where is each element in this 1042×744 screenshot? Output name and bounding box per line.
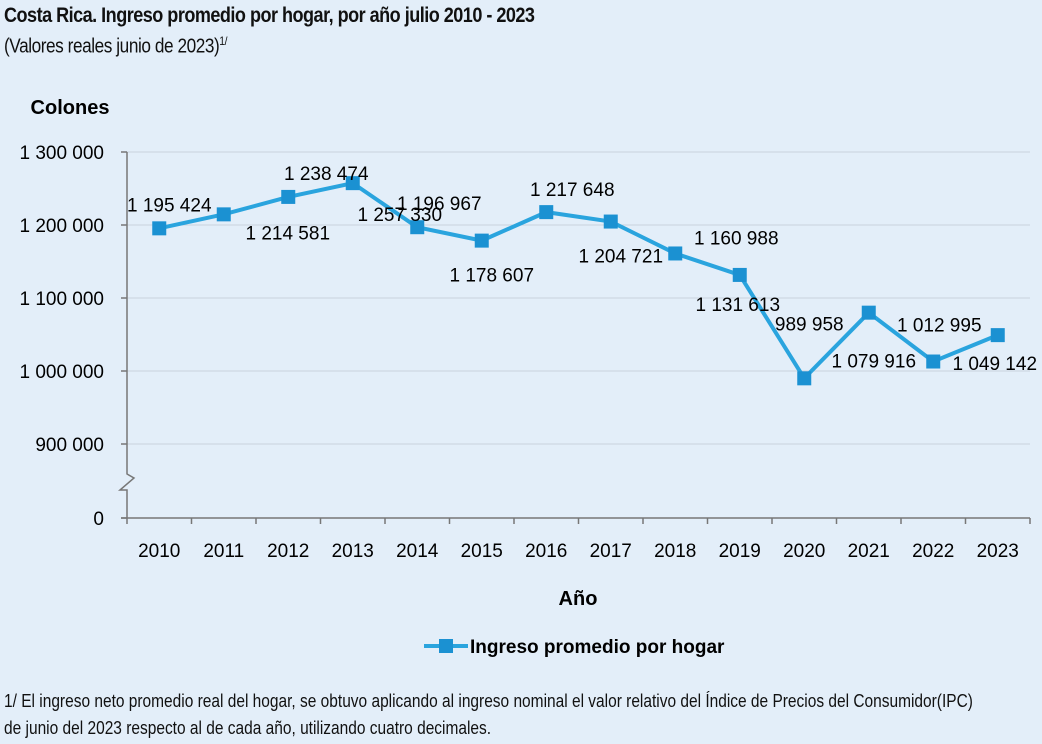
data-point-marker <box>732 267 747 282</box>
data-point-marker <box>474 233 489 248</box>
data-label: 1 195 424 <box>127 195 212 216</box>
data-label: 1 217 648 <box>530 180 615 201</box>
data-label: 1 204 721 <box>578 247 663 268</box>
x-tick-label: 2018 <box>654 541 696 562</box>
data-point-marker <box>152 221 167 236</box>
data-label: 989 958 <box>775 314 844 335</box>
data-point-marker <box>603 214 618 229</box>
data-point-marker <box>345 176 360 191</box>
data-label: 1 049 142 <box>952 354 1037 375</box>
data-point-marker <box>797 371 812 386</box>
x-tick-label: 2016 <box>525 541 567 562</box>
y-tick-label: 1 000 000 <box>19 362 104 383</box>
subtitle-text: (Valores reales junio de 2023) <box>4 35 220 58</box>
data-label: 1 196 967 <box>397 194 482 215</box>
x-tick-label: 2022 <box>912 541 954 562</box>
data-label: 1 214 581 <box>245 223 330 244</box>
legend-marker <box>439 639 453 653</box>
y-tick-label: 900 000 <box>35 435 104 456</box>
x-tick-label: 2015 <box>461 541 503 562</box>
line-chart: 1 300 000 1 200 000 1 100 000 1 000 000 900 … <box>19 97 1037 658</box>
y-tick-label: 1 200 000 <box>19 216 104 237</box>
data-point-marker <box>990 328 1005 343</box>
data-point-marker <box>216 207 231 222</box>
data-point-marker <box>861 305 876 320</box>
x-tick-label: 2023 <box>977 541 1019 562</box>
y-axis-break <box>117 152 136 518</box>
data-point-marker <box>926 354 941 369</box>
data-label: 1 257 330 <box>357 205 442 226</box>
data-label: 1 160 988 <box>694 228 779 249</box>
chart-subtitle: (Valores reales junio de 2023)1/ <box>4 34 227 59</box>
data-label: 1 079 916 <box>831 352 916 373</box>
data-label: 1 238 474 <box>284 164 369 185</box>
data-label: 1 178 607 <box>449 266 534 287</box>
x-tick-label: 2011 <box>203 541 244 562</box>
data-label: 1 131 613 <box>695 295 780 316</box>
y-tick-label: 1 100 000 <box>19 289 104 310</box>
data-point-marker <box>668 246 683 261</box>
x-tick-label: 2013 <box>332 541 374 562</box>
data-point-marker <box>539 205 554 220</box>
legend-label: Ingreso promedio por hogar <box>470 637 725 658</box>
x-tick-label: 2020 <box>783 541 825 562</box>
x-axis-title: Año <box>559 588 598 610</box>
data-label: 1 012 995 <box>897 316 982 337</box>
y-tick-label: 1 300 000 <box>19 143 104 164</box>
footnote: 1/ El ingreso neto promedio real del hog… <box>4 691 973 738</box>
x-tick-label: 2019 <box>719 541 761 562</box>
x-tick-label: 2014 <box>396 541 439 562</box>
x-tick-label: 2021 <box>848 541 890 562</box>
y-axis-title: Colones <box>31 97 110 119</box>
x-tick-label: 2010 <box>138 541 180 562</box>
x-tick-label: 2012 <box>267 541 309 562</box>
x-tick-label: 2017 <box>590 541 632 562</box>
data-point-marker <box>410 220 425 235</box>
y-tick-label: 0 <box>93 509 104 530</box>
chart-title: Costa Rica. Ingreso promedio por hogar, … <box>4 4 535 27</box>
series-line <box>158 181 999 382</box>
data-point-marker <box>281 189 296 204</box>
subtitle-note: 1/ <box>219 34 228 48</box>
